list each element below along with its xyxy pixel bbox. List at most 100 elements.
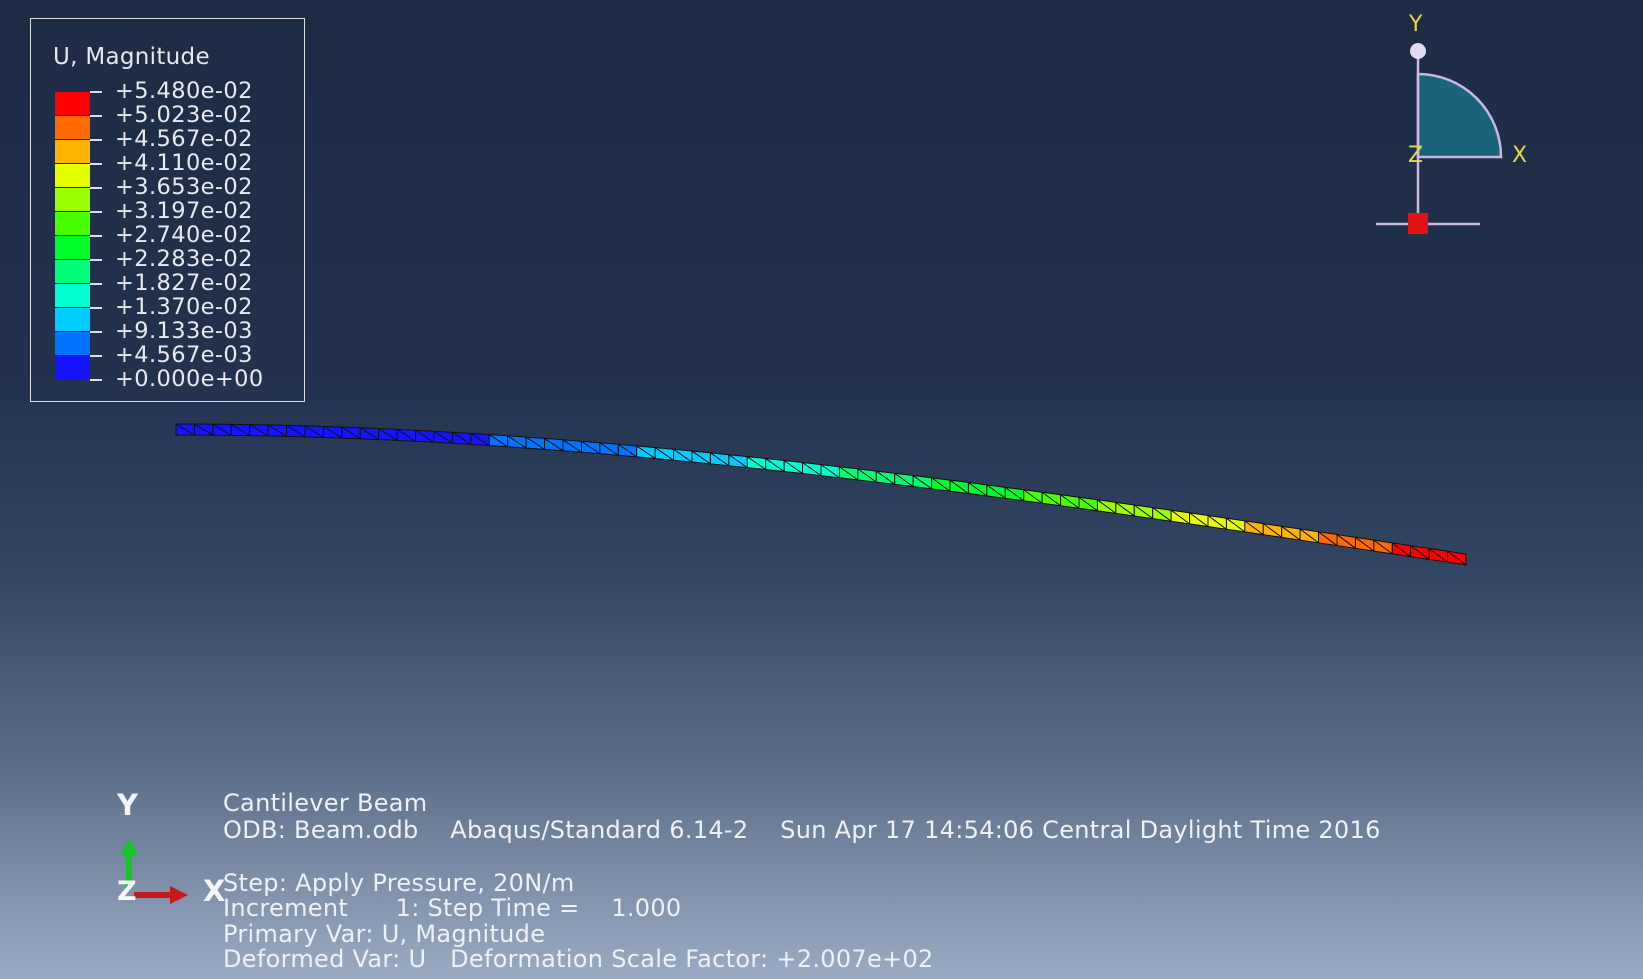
legend-tick <box>90 259 102 261</box>
beam-element-diagonal <box>1373 539 1393 555</box>
beam-element-diagonal <box>654 447 674 461</box>
legend-swatch <box>55 115 90 140</box>
beam-element-diagonal <box>1115 501 1135 517</box>
legend-tick <box>90 163 102 165</box>
beam-element-diagonal <box>1060 494 1080 509</box>
legend-value: +5.023e-02 <box>115 102 253 128</box>
model-title: Cantilever Beam <box>223 789 428 817</box>
legend-tick <box>90 211 102 213</box>
beam-element-diagonal <box>1004 486 1025 502</box>
beam-element-diagonal <box>581 440 601 455</box>
beam-element-diagonal <box>1189 512 1209 527</box>
legend-tick <box>90 115 102 117</box>
triad-quarter-fill <box>1416 72 1503 159</box>
beam-element-diagonal <box>360 427 379 440</box>
beam-element-diagonal <box>857 468 877 483</box>
legend-tick <box>90 235 102 237</box>
beam-element-diagonal <box>1207 515 1227 530</box>
legend-value: +5.480e-02 <box>115 78 253 104</box>
legend-value: +1.827e-02 <box>115 270 253 296</box>
global-y-label: Y <box>117 788 138 822</box>
legend-value: +1.370e-02 <box>115 294 253 320</box>
beam-element-diagonal <box>1133 504 1154 519</box>
beam-element-diagonal <box>1299 528 1319 544</box>
legend-tick <box>90 331 102 333</box>
legend-value: +4.567e-02 <box>115 126 253 152</box>
legend-swatch <box>55 331 90 356</box>
beam-element-diagonal <box>396 428 416 442</box>
legend-swatch <box>55 355 90 380</box>
beam-element-diagonal <box>1281 525 1301 541</box>
step-line: Step: Apply Pressure, 20N/m <box>223 869 575 897</box>
legend-value: +3.653e-02 <box>115 174 253 200</box>
beam-element-diagonal <box>986 484 1006 499</box>
legend-value: +2.283e-02 <box>115 246 253 272</box>
beam-element-diagonal <box>1318 531 1338 546</box>
legend-swatch <box>55 139 90 164</box>
beam-element-diagonal <box>1170 509 1190 525</box>
beam-element-diagonal <box>618 443 637 458</box>
beam-element-diagonal <box>1226 517 1246 533</box>
beam-element-diagonal <box>1447 550 1467 566</box>
beam-element-diagonal <box>636 445 656 459</box>
beam-element-diagonal <box>1428 548 1448 563</box>
beam-element-diagonal <box>949 479 969 494</box>
global-axis-triad <box>120 838 188 904</box>
legend-swatch <box>55 187 90 212</box>
odb-info-line: ODB: Beam.odb Abaqus/Standard 6.14-2 Sun… <box>223 816 1381 844</box>
legend-tick <box>90 283 102 285</box>
triad-z-label: Z <box>1408 143 1423 168</box>
beam-element-diagonal <box>599 442 619 456</box>
beam-element-diagonal <box>323 426 343 439</box>
legend-value: +9.133e-03 <box>115 318 253 344</box>
beam-element-diagonal <box>1262 523 1283 538</box>
beam-element-diagonal <box>1152 507 1172 522</box>
beam-element-diagonal <box>194 423 214 436</box>
legend-tick <box>90 307 102 309</box>
beam-element-diagonal <box>433 430 453 444</box>
primary-var-line: Primary Var: U, Magnitude <box>223 920 546 948</box>
global-x-label: X <box>203 874 226 908</box>
legend-title: U, Magnitude <box>53 44 210 70</box>
beam-element-diagonal <box>525 436 545 450</box>
beam-element-diagonal <box>820 464 840 479</box>
beam-element-diagonal <box>894 472 914 487</box>
beam-element-diagonal <box>544 437 564 452</box>
beam-element-diagonal <box>691 450 711 465</box>
legend-tick <box>90 187 102 189</box>
beam-element-diagonal <box>286 424 306 438</box>
beam-element-diagonal <box>507 435 527 449</box>
legend-tick <box>90 355 102 357</box>
beam-element-diagonal <box>765 458 785 472</box>
beam-element-diagonal <box>746 456 767 470</box>
beam-element-diagonal <box>415 429 435 443</box>
legend-tick <box>90 379 102 381</box>
beam-element-diagonal <box>378 428 398 441</box>
beam-element-diagonal <box>1355 536 1375 552</box>
deformed-beam[interactable] <box>175 423 1467 566</box>
beam-element-diagonal <box>341 426 361 440</box>
beam-element-diagonal <box>1244 520 1264 536</box>
beam-element-diagonal <box>839 466 859 481</box>
legend-value: +2.740e-02 <box>115 222 253 248</box>
beam-element-diagonal <box>1023 489 1043 504</box>
beam-element-diagonal <box>912 475 932 490</box>
legend-swatch <box>55 283 90 308</box>
deformed-var-line: Deformed Var: U Deformation Scale Factor… <box>223 945 934 973</box>
beam-element-diagonal <box>1078 496 1098 512</box>
legend-tick <box>90 91 102 93</box>
beam-element-diagonal <box>562 439 582 453</box>
legend-swatch <box>55 307 90 332</box>
legend-swatch <box>55 259 90 284</box>
beam-element-diagonal <box>489 434 508 448</box>
beam-element-diagonal <box>470 432 490 446</box>
legend-value: +0.000e+00 <box>115 366 264 392</box>
legend-swatch <box>55 91 90 116</box>
beam-element-diagonal <box>1410 545 1430 560</box>
triad-origin-marker <box>1408 213 1428 234</box>
contour-legend: U, Magnitude +5.480e-02 +5.023e-02 +4.567e… <box>30 18 305 402</box>
beam-element-diagonal <box>728 454 748 469</box>
legend-value: +4.110e-02 <box>115 150 253 176</box>
beam-element-diagonal <box>931 477 951 492</box>
